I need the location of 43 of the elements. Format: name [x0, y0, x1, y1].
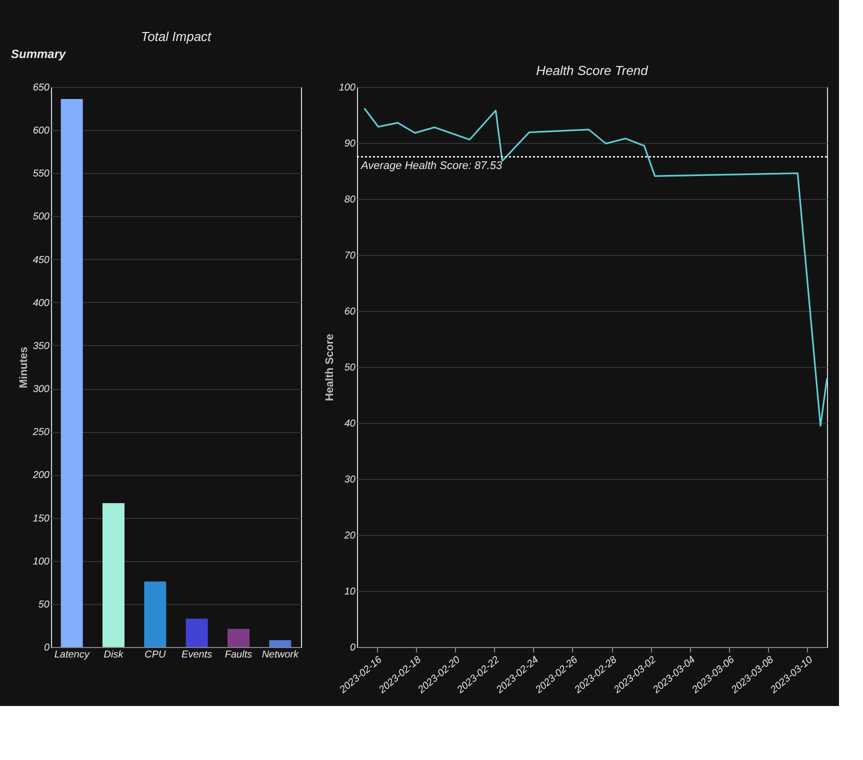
- x-tick-label: CPU: [144, 650, 166, 660]
- y-tick-label: 250: [32, 427, 50, 438]
- y-axis-title: Health Score: [324, 334, 336, 402]
- y-tick-label: 150: [32, 513, 50, 524]
- chart-title: Health Score Trend: [536, 63, 649, 78]
- y-tick-label: 60: [344, 306, 356, 318]
- y-axis-title: Minutes: [18, 346, 30, 388]
- y-tick-label: 350: [32, 340, 50, 352]
- y-tick-label: 20: [343, 530, 356, 542]
- x-tick-label: Latency: [54, 650, 90, 660]
- y-tick-label: 400: [32, 298, 50, 309]
- y-tick-label: 10: [344, 586, 356, 598]
- y-tick-label: 550: [32, 168, 50, 180]
- y-tick-label: 600: [32, 126, 50, 137]
- bar: [228, 628, 250, 647]
- y-tick-label: 50: [344, 362, 356, 374]
- x-tick-label: Events: [182, 650, 212, 660]
- x-tick-label: Disk: [104, 650, 124, 660]
- y-tick-label: 100: [338, 82, 356, 94]
- x-tick-label: Faults: [224, 650, 252, 660]
- bar: [144, 582, 166, 647]
- y-tick-label: 80: [344, 194, 356, 206]
- y-tick-label: 90: [344, 138, 356, 150]
- ref-line-label: Average Health Score: 87.53: [360, 160, 503, 172]
- y-tick-label: 70: [344, 250, 356, 262]
- y-tick-label: 500: [32, 212, 50, 223]
- y-tick-label: 0: [350, 642, 356, 654]
- y-tick-label: 650: [32, 82, 50, 94]
- bar: [102, 503, 124, 647]
- y-tick-label: 30: [344, 474, 356, 486]
- y-tick-label: 200: [32, 470, 50, 482]
- bar: [186, 618, 208, 647]
- y-tick-label: 450: [32, 254, 50, 266]
- text: Summary: [11, 47, 68, 61]
- bar: [60, 99, 83, 647]
- y-tick-label: 50: [38, 599, 50, 610]
- y-tick-label: 300: [32, 384, 50, 396]
- chart-title: Total Impact: [140, 29, 213, 44]
- bar: [269, 640, 292, 647]
- y-tick-label: 40: [344, 418, 356, 430]
- y-tick-label: 0: [44, 642, 50, 654]
- y-tick-label: 100: [32, 556, 50, 568]
- x-tick-label: Network: [262, 650, 300, 660]
